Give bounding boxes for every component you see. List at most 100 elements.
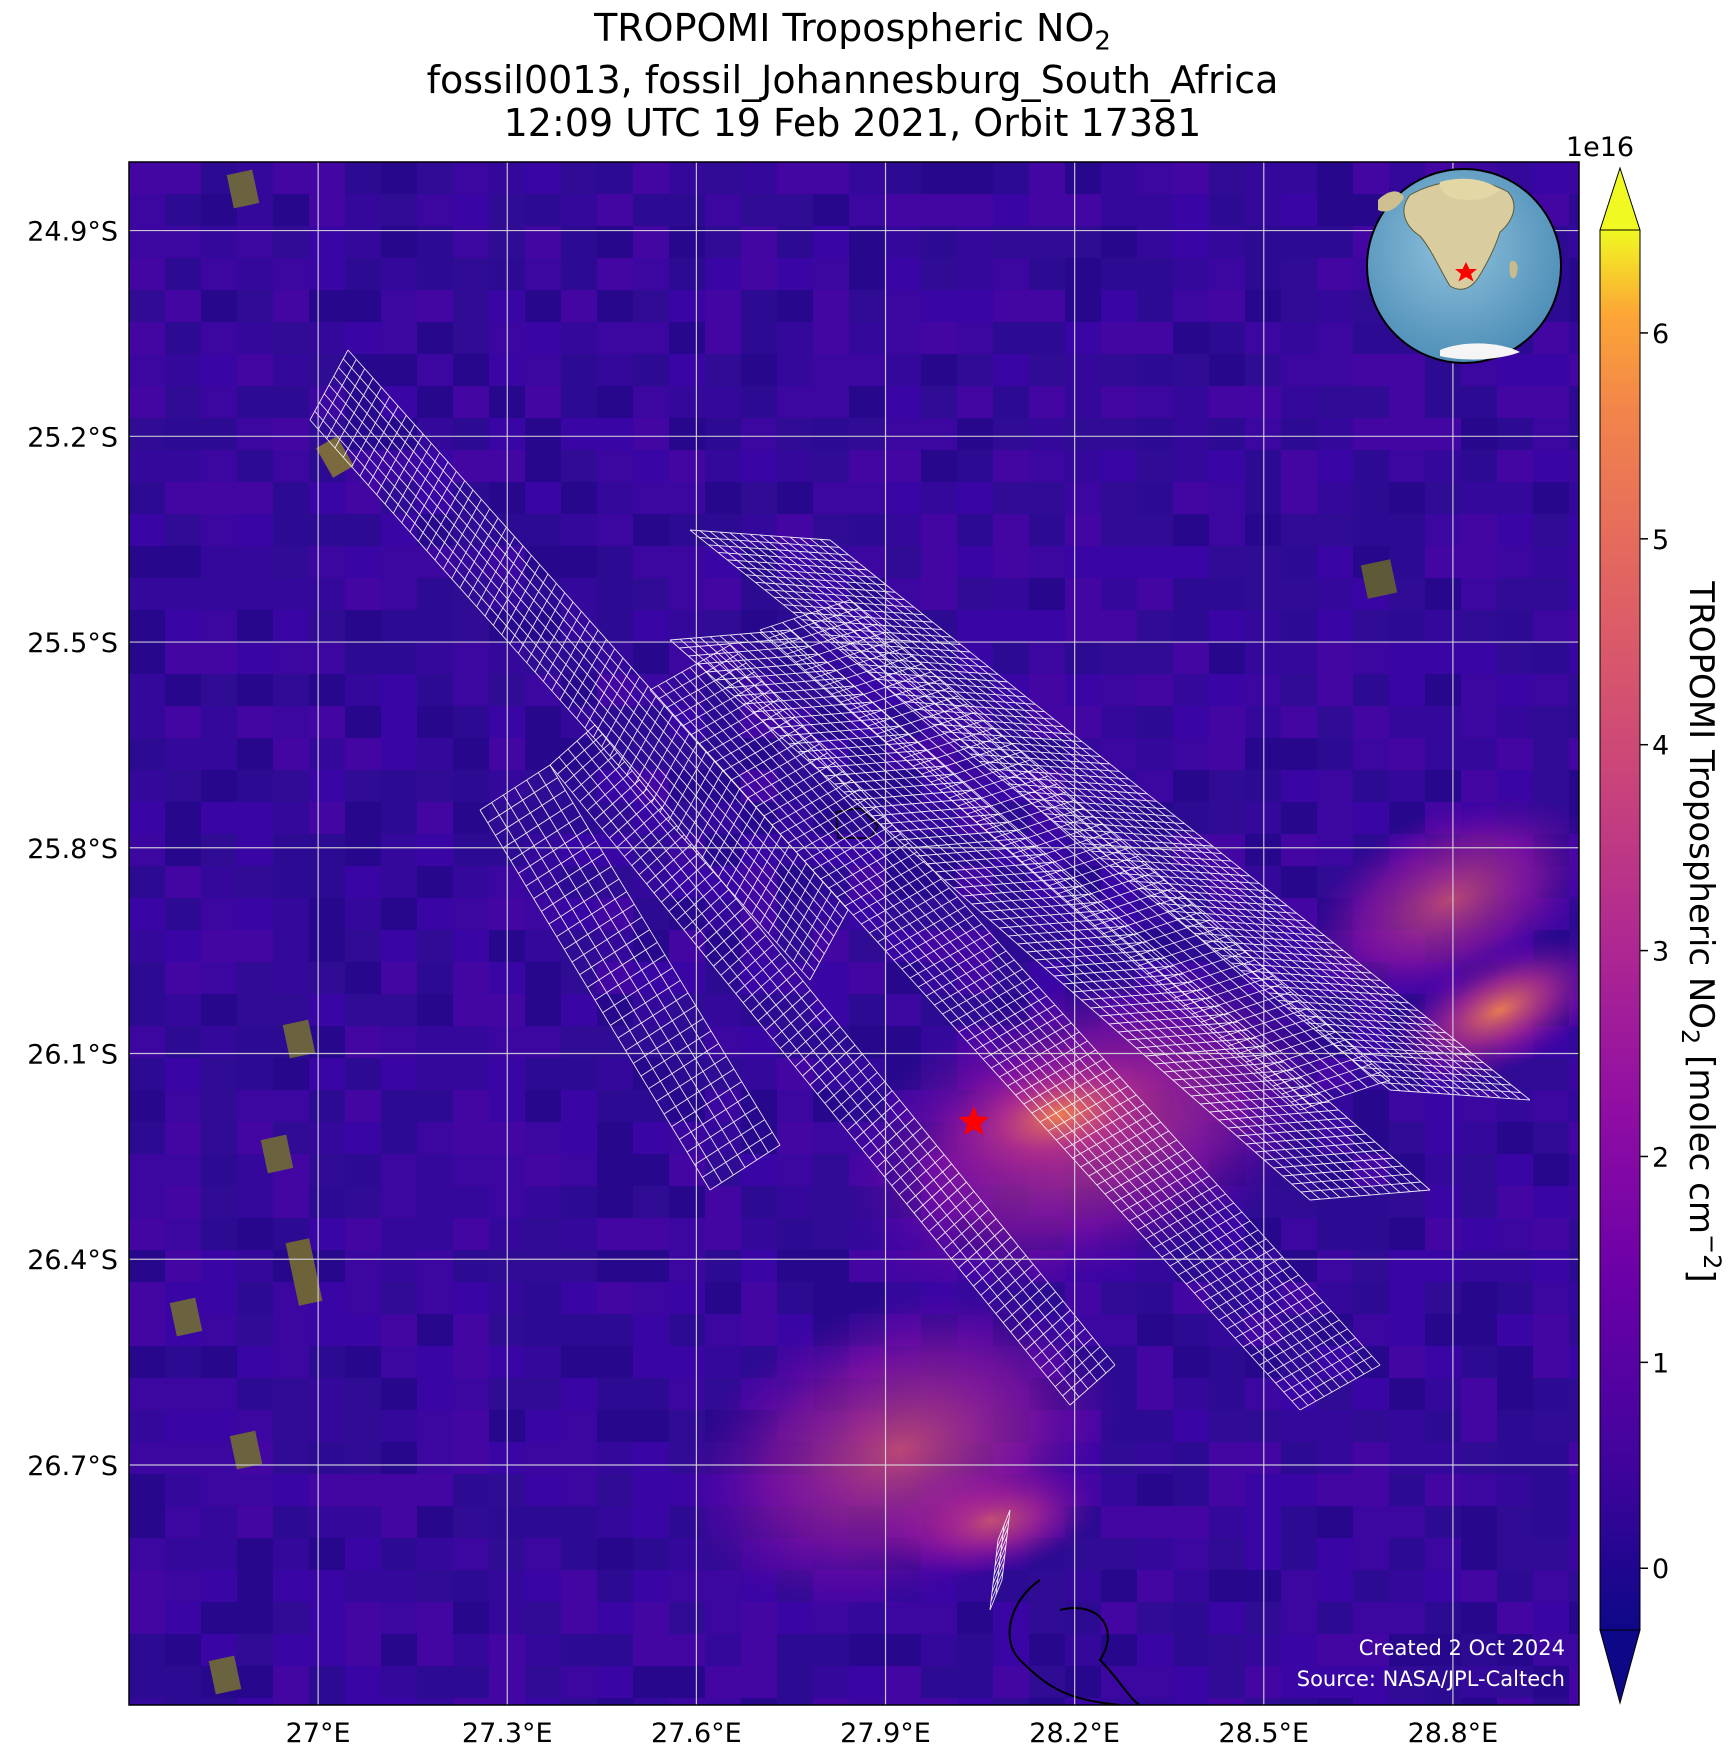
no2-pixel <box>1533 674 1569 706</box>
no2-pixel <box>1425 1282 1461 1314</box>
no2-pixel <box>921 738 957 770</box>
no2-pixel <box>129 1314 165 1346</box>
no2-pixel <box>813 642 849 674</box>
no2-plume-layer <box>677 794 1579 1612</box>
no2-pixel <box>345 514 381 546</box>
no2-pixel <box>1497 1666 1533 1698</box>
no2-pixel <box>1353 1282 1389 1314</box>
no2-pixel <box>237 866 273 898</box>
no2-pixel <box>453 1698 489 1705</box>
no2-pixel <box>1533 1410 1569 1442</box>
no2-pixel <box>1281 1634 1317 1666</box>
no2-pixel <box>345 770 381 802</box>
no2-pixel <box>345 642 381 674</box>
no2-pixel <box>1461 386 1497 418</box>
no2-pixel <box>561 578 597 610</box>
no2-pixel <box>1281 674 1317 706</box>
no2-pixel <box>669 866 705 898</box>
no2-pixel <box>1389 1282 1425 1314</box>
no2-pixel <box>777 1666 813 1698</box>
no2-pixel <box>237 546 273 578</box>
no2-pixel <box>273 770 309 802</box>
no2-pixel <box>669 450 705 482</box>
no2-pixel <box>561 898 597 930</box>
no2-pixel <box>597 514 633 546</box>
no2-pixel <box>1209 226 1245 258</box>
no2-pixel <box>921 418 957 450</box>
no2-pixel <box>1353 386 1389 418</box>
no2-pixel <box>993 482 1029 514</box>
no2-pixel <box>1029 930 1065 962</box>
no2-pixel <box>633 1090 669 1122</box>
no2-pixel <box>813 322 849 354</box>
south-halo <box>677 1288 1123 1612</box>
no2-pixel <box>1317 1570 1353 1602</box>
no2-pixel <box>597 1314 633 1346</box>
no2-pixel <box>525 930 561 962</box>
no2-pixel <box>381 1090 417 1122</box>
no2-pixel <box>381 578 417 610</box>
no2-pixel <box>381 546 417 578</box>
no2-pixel <box>1101 194 1137 226</box>
no2-pixel <box>309 1474 345 1506</box>
no2-pixel <box>1173 386 1209 418</box>
no2-pixel <box>849 514 885 546</box>
globe-sahara <box>1439 178 1500 200</box>
no2-pixel <box>1533 1186 1569 1218</box>
no2-pixel <box>885 450 921 482</box>
no2-pixel <box>525 1058 561 1090</box>
no2-pixel <box>417 1346 453 1378</box>
no2-pixel <box>417 802 453 834</box>
no2-pixel <box>1173 1666 1209 1698</box>
no2-pixel <box>957 258 993 290</box>
no2-pixel <box>1209 1378 1245 1410</box>
no2-pixel <box>1137 1346 1173 1378</box>
no2-pixel <box>1101 1538 1137 1570</box>
no2-pixel <box>345 1218 381 1250</box>
no2-pixel <box>1065 1570 1101 1602</box>
no2-pixel <box>1317 1282 1353 1314</box>
no2-pixel <box>1425 1410 1461 1442</box>
no2-pixel <box>201 290 237 322</box>
no2-pixel <box>1209 770 1245 802</box>
no2-pixel <box>1137 1506 1173 1538</box>
no2-pixel <box>453 1666 489 1698</box>
no2-pixel <box>381 1538 417 1570</box>
no2-pixel <box>1569 226 1579 258</box>
no2-pixel <box>957 226 993 258</box>
no2-pixel <box>921 482 957 514</box>
no2-pixel <box>273 1538 309 1570</box>
no2-pixel <box>741 1186 777 1218</box>
no2-pixel <box>669 322 705 354</box>
no2-pixel <box>561 1474 597 1506</box>
colorbar-tick-label: 1 <box>1652 1348 1669 1379</box>
no2-pixel <box>1533 642 1569 674</box>
no2-pixel <box>1281 226 1317 258</box>
no2-pixel <box>381 802 417 834</box>
no2-pixel <box>813 1218 849 1250</box>
no2-pixel <box>453 1154 489 1186</box>
no2-pixel <box>561 514 597 546</box>
latitude-tick-label: 25.2°S <box>27 422 118 453</box>
no2-pixel <box>345 322 381 354</box>
no2-pixel <box>1569 546 1579 578</box>
no2-pixel <box>1101 482 1137 514</box>
no2-pixel <box>777 1122 813 1154</box>
no2-pixel <box>1317 290 1353 322</box>
no2-pixel <box>1029 642 1065 674</box>
no2-pixel <box>849 962 885 994</box>
no2-pixel <box>381 1122 417 1154</box>
no2-pixel <box>525 1442 561 1474</box>
no2-pixel <box>129 386 165 418</box>
image-tile <box>208 1655 242 1695</box>
no2-pixel <box>669 386 705 418</box>
no2-pixel <box>1533 1090 1569 1122</box>
no2-pixel <box>1065 1698 1101 1705</box>
no2-pixel <box>1137 1602 1173 1634</box>
no2-pixel <box>525 354 561 386</box>
no2-pixel <box>1569 258 1579 290</box>
no2-pixel <box>1425 1314 1461 1346</box>
no2-pixel <box>705 802 741 834</box>
no2-pixel <box>1281 258 1317 290</box>
no2-pixel <box>1389 354 1425 386</box>
